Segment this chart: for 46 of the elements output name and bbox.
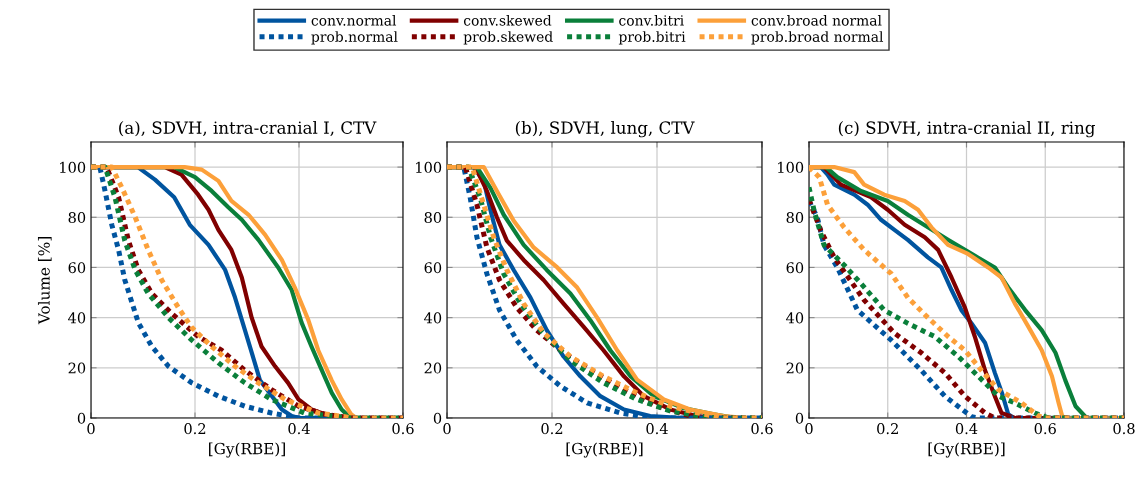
y-tick-label: 0 — [795, 412, 804, 424]
y-tick-label: 80 — [786, 211, 804, 224]
chart-title: (c) SDVH, intra-cranial II, ring — [838, 121, 1095, 138]
y-tick-label: 0 — [77, 412, 86, 424]
legend-label: conv.bitri — [619, 14, 684, 26]
x-tick-label: 0 — [87, 423, 95, 435]
y-tick-label: 60 — [786, 262, 804, 274]
x-tick-label: 0.4 — [646, 423, 668, 435]
x-tick-label: 0 — [805, 423, 813, 435]
y-tick-label: 60 — [424, 262, 442, 274]
legend-label: prob.skewed — [463, 31, 553, 45]
chart-title: (a), SDVH, intra-cranial I, CTV — [119, 121, 377, 137]
y-tick-label: 80 — [68, 211, 86, 224]
y-tick-label: 60 — [68, 262, 86, 274]
y-tick-label: 20 — [786, 362, 804, 374]
y-tick-label: 80 — [424, 211, 442, 224]
legend-label: conv.broad normal — [751, 14, 882, 26]
x-axis-title: [Gy(RBE)] — [928, 442, 1005, 458]
x-tick-label: 0.4 — [955, 423, 978, 435]
x-tick-label: 0.2 — [877, 423, 898, 435]
y-tick-label: 20 — [424, 362, 442, 374]
legend-label: prob.bitri — [618, 31, 686, 45]
x-tick-label: 0.6 — [1034, 423, 1056, 435]
y-tick-label: 100 — [60, 161, 86, 173]
y-tick-label: 20 — [68, 362, 86, 374]
y-tick-label: 40 — [786, 312, 804, 324]
legend-label: prob.broad normal — [751, 31, 884, 45]
x-axis-title: [Gy(RBE)] — [209, 442, 285, 458]
x-tick-label: 0.2 — [184, 423, 206, 435]
y-tick-label: 100 — [416, 161, 442, 173]
y-tick-label: 40 — [424, 312, 442, 324]
y-tick-label: 100 — [778, 161, 804, 173]
legend-label: conv.skewed — [463, 14, 552, 26]
x-tick-label: 0.6 — [751, 423, 773, 435]
x-tick-label: 0.6 — [392, 423, 414, 435]
y-tick-label: 0 — [433, 412, 442, 424]
chart-title: (b), SDVH, lung, CTV — [515, 121, 695, 138]
x-tick-label: 0.8 — [1113, 423, 1135, 435]
x-axis-title: [Gy(RBE)] — [566, 442, 643, 458]
x-tick-label: 0.4 — [288, 423, 310, 435]
x-tick-label: 0 — [443, 423, 451, 435]
y-tick-label: 40 — [68, 312, 86, 324]
legend-label: prob.normal — [311, 31, 398, 45]
legend-label: conv.normal — [311, 14, 397, 26]
x-tick-label: 0.2 — [541, 423, 563, 435]
y-axis-title: Volume [%] — [37, 237, 52, 325]
